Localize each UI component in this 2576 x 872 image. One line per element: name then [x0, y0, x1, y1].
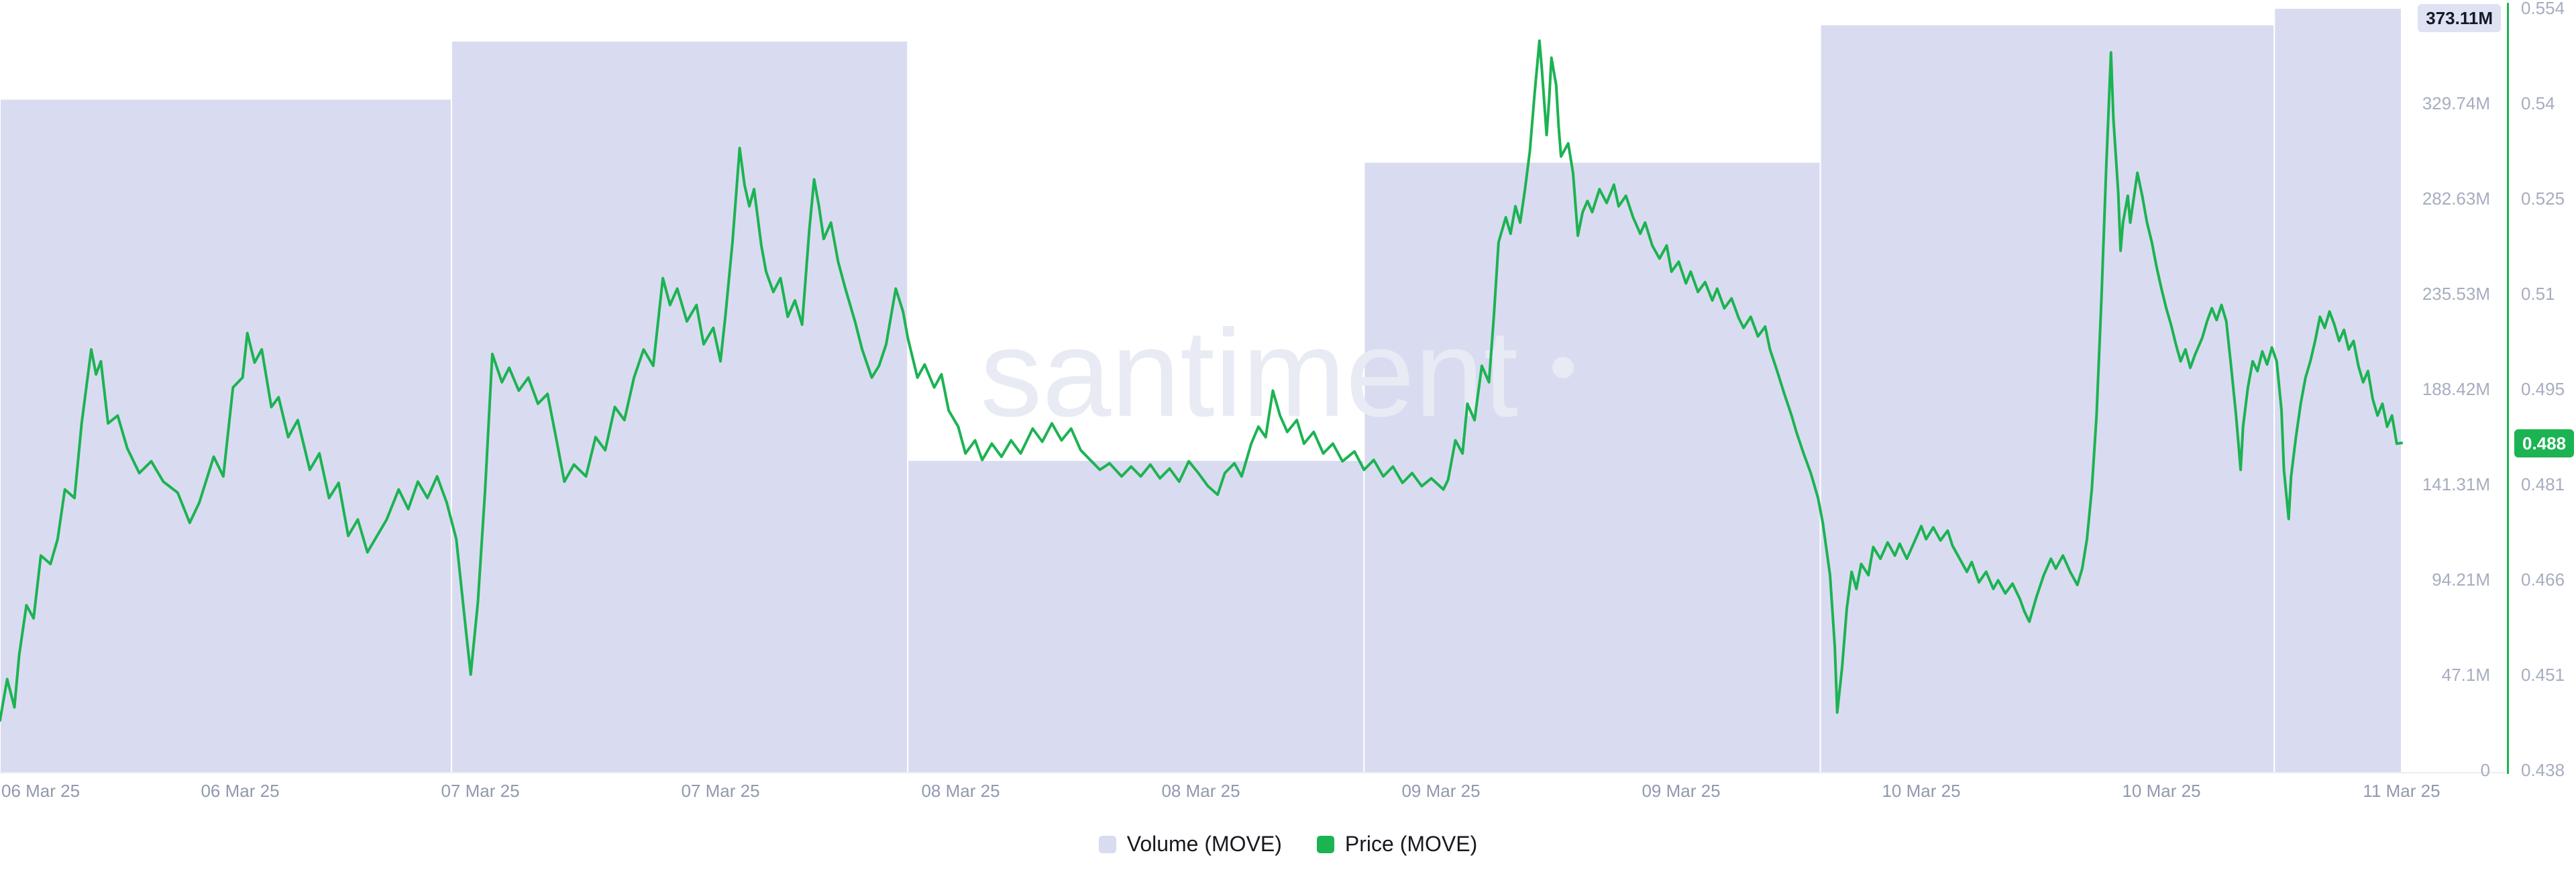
- x-axis-label: 08 Mar 25: [1161, 781, 1240, 801]
- volume-y-axis: 0 47.1M 94.21M 141.31M 188.42M 235.53M 282.63M…: [2343, 0, 2490, 872]
- x-axis-label: 10 Mar 25: [2122, 781, 2201, 801]
- watermark: santiment: [980, 305, 1518, 443]
- price-axis-line: [2507, 3, 2509, 774]
- x-axis-label: 07 Mar 25: [681, 781, 760, 801]
- volume-axis-label: 47.1M: [2441, 665, 2490, 685]
- x-axis-label: 10 Mar 25: [1882, 781, 1961, 801]
- volume-axis-label: 329.74M: [2422, 93, 2490, 113]
- price-axis-label: 0.466: [2521, 569, 2565, 590]
- x-axis: 06 Mar 25 06 Mar 25 07 Mar 25 07 Mar 25 08 M…: [0, 781, 2440, 808]
- legend-label-price: Price (MOVE): [1344, 832, 1478, 856]
- price-axis-label: 0.438: [2521, 760, 2565, 780]
- volume-axis-label: 141.31M: [2422, 474, 2490, 494]
- x-axis-label: 07 Mar 25: [441, 781, 520, 801]
- price-axis-label: 0.451: [2521, 665, 2565, 685]
- legend-item-volume[interactable]: Volume (MOVE): [1098, 832, 1282, 857]
- volume-bar[interactable]: [0, 98, 452, 773]
- price-axis-label: 0.54: [2521, 93, 2555, 113]
- price-axis-label: 0.525: [2521, 188, 2565, 209]
- x-axis-label: 06 Mar 25: [201, 781, 280, 801]
- volume-bar[interactable]: [1819, 23, 2275, 774]
- legend-label-volume: Volume (MOVE): [1126, 832, 1282, 856]
- volume-axis-label: 188.42M: [2422, 379, 2490, 399]
- price-axis-label: 0.554: [2521, 0, 2565, 18]
- volume-axis-label: 0: [2480, 760, 2490, 780]
- x-axis-label: 08 Mar 25: [921, 781, 1000, 801]
- volume-bar[interactable]: [907, 459, 1365, 773]
- volume-current-badge: 373.11M: [2418, 4, 2501, 32]
- volume-bar[interactable]: [451, 40, 909, 773]
- price-swatch-icon: [1316, 835, 1334, 853]
- volume-swatch-icon: [1098, 835, 1116, 853]
- price-axis-label: 0.495: [2521, 379, 2565, 399]
- watermark-dot-icon: [1552, 357, 1574, 378]
- chart-legend: Volume (MOVE) Price (MOVE): [0, 832, 2576, 857]
- x-axis-label: 11 Mar 25: [2363, 781, 2440, 801]
- price-current-badge: 0.488: [2514, 429, 2575, 457]
- x-axis-label: 09 Mar 25: [1642, 781, 1721, 801]
- volume-axis-label: 282.63M: [2422, 188, 2490, 209]
- x-axis-label: 09 Mar 25: [1401, 781, 1481, 801]
- legend-item-price[interactable]: Price (MOVE): [1316, 832, 1478, 857]
- price-axis-label: 0.481: [2521, 474, 2565, 494]
- price-y-axis: 0.438 0.451 0.466 0.481 0.495 0.51 0.525 0.54 0.…: [2521, 0, 2576, 872]
- price-line[interactable]: [0, 39, 2403, 722]
- price-axis-label: 0.51: [2521, 284, 2555, 304]
- x-axis-label: 06 Mar 25: [1, 781, 80, 801]
- x-axis-baseline: [0, 772, 2506, 773]
- volume-axis-label: 235.53M: [2422, 284, 2490, 304]
- volume-bar[interactable]: [1363, 161, 1821, 774]
- volume-axis-label: 94.21M: [2432, 569, 2490, 590]
- volume-bar[interactable]: [2273, 7, 2403, 773]
